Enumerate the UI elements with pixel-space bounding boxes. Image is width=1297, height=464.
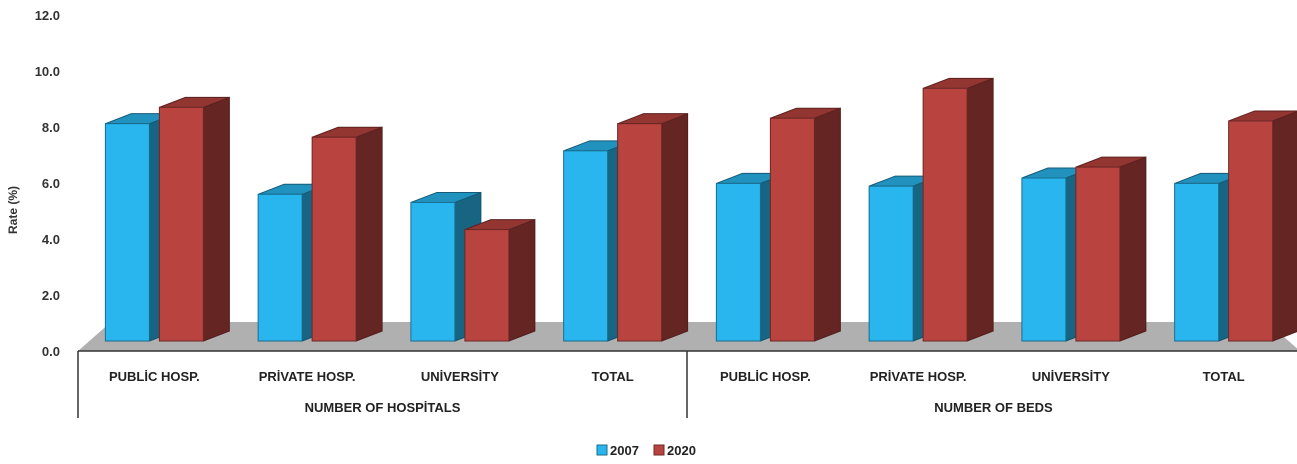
bar-side-face xyxy=(202,96,230,342)
legend-swatch xyxy=(653,444,665,456)
y-tick-label: 10.0 xyxy=(35,64,60,79)
bar-front-face xyxy=(104,123,150,342)
legend-label: 2020 xyxy=(667,443,696,458)
y-tick-label: 12.0 xyxy=(35,8,60,23)
bar-front-face xyxy=(1075,166,1121,342)
bars-layer xyxy=(104,77,1297,342)
x-category-label: PRİVATE HOSP. xyxy=(870,369,967,384)
bar-2020-1 xyxy=(158,96,230,342)
bar-front-face xyxy=(715,182,761,342)
bar-front-face xyxy=(311,136,357,342)
y-tick-label: 4.0 xyxy=(42,232,60,247)
bar-side-face xyxy=(355,126,383,342)
bar-front-face xyxy=(563,150,609,342)
y-axis-label: Rate (%) xyxy=(6,186,20,234)
x-category-label: PUBLİC HOSP. xyxy=(720,369,811,384)
bar-front-face xyxy=(1228,120,1274,342)
bar-side-face xyxy=(508,218,536,342)
legend-swatch xyxy=(596,444,608,456)
x-group-label: NUMBER OF BEDS xyxy=(934,400,1053,415)
legend-label: 2007 xyxy=(610,443,639,458)
bar-front-face xyxy=(410,201,456,342)
bar-side-face xyxy=(1119,156,1147,342)
bar-front-face xyxy=(617,123,663,342)
x-category-label: UNİVERSİTY xyxy=(421,369,499,384)
x-category-label: TOTAL xyxy=(1203,369,1245,384)
bar-front-face xyxy=(1174,182,1220,342)
bar-2020-8 xyxy=(1228,110,1297,342)
bar-front-face xyxy=(868,185,914,342)
bar-2020-7 xyxy=(1075,156,1147,342)
y-tick-label: 2.0 xyxy=(42,288,60,303)
x-axis-categories: PUBLİC HOSP. PRİVATE HOSP. UNİVERSİTY TOTAL… xyxy=(77,351,1245,418)
bar-side-face xyxy=(813,107,841,342)
bar-2020-3 xyxy=(464,218,536,342)
y-tick-label: 0.0 xyxy=(42,344,60,359)
bar-front-face xyxy=(769,117,815,342)
bar-side-face xyxy=(661,112,689,342)
bar-2020-2 xyxy=(311,126,383,342)
bar-front-face xyxy=(1021,177,1067,342)
bar-2020-5 xyxy=(769,107,841,342)
y-tick-label: 6.0 xyxy=(42,176,60,191)
legend: 2007 2020 xyxy=(596,443,696,458)
bar-front-face xyxy=(922,87,968,342)
x-category-label: PRİVATE HOSP. xyxy=(259,369,356,384)
x-category-label: PUBLİC HOSP. xyxy=(109,369,200,384)
bar-side-face xyxy=(1272,111,1297,342)
bar-2020-4 xyxy=(617,112,689,342)
bar-front-face xyxy=(464,229,510,342)
bar-front-face xyxy=(257,193,303,342)
y-axis-ticks: 0.0 2.0 4.0 6.0 8.0 10.0 12.0 xyxy=(35,8,60,359)
bar-2020-6 xyxy=(922,77,994,342)
x-category-label: TOTAL xyxy=(592,369,634,384)
x-group-label: NUMBER OF HOSPİTALS xyxy=(305,400,461,415)
x-category-label: UNİVERSİTY xyxy=(1032,369,1110,384)
bar-side-face xyxy=(966,77,994,342)
bar-front-face xyxy=(158,106,204,342)
y-tick-label: 8.0 xyxy=(42,120,60,135)
